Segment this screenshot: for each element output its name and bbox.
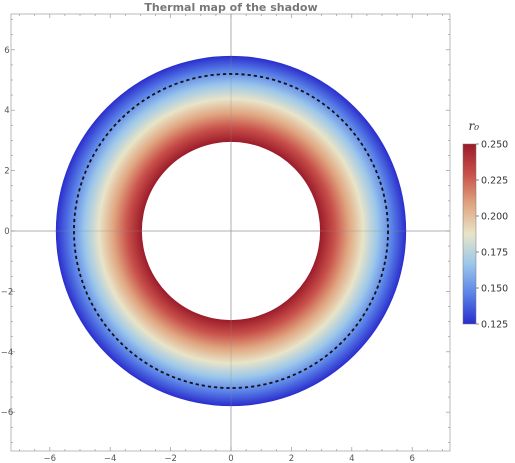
shadow-annulus bbox=[55, 55, 407, 407]
colorbar-tick-label: 0.250 bbox=[481, 140, 508, 151]
x-tick-label: −2 bbox=[164, 454, 177, 463]
y-tick-label: 2 bbox=[4, 167, 9, 177]
dashed-circle bbox=[73, 73, 389, 389]
x-tick-label: −6 bbox=[44, 454, 57, 463]
plot-frame bbox=[10, 13, 451, 452]
colorbar: r₀ 0.125 0.150 0.175 0.200 0.225 0.250 bbox=[462, 119, 508, 331]
colorbar-tick-label: 0.150 bbox=[481, 284, 508, 295]
y-tick-label: −6 bbox=[1, 408, 14, 418]
colorbar-title: r₀ bbox=[468, 119, 479, 133]
colorbar-tick-label: 0.200 bbox=[481, 212, 508, 223]
colorbar-bar bbox=[462, 143, 477, 325]
colorbar-tick-label: 0.125 bbox=[481, 320, 508, 331]
colorbar-tick-label: 0.225 bbox=[481, 176, 508, 187]
x-tick-label: 6 bbox=[409, 454, 414, 463]
x-tick-label: 2 bbox=[289, 454, 294, 463]
colorbar-tick-label: 0.175 bbox=[481, 248, 508, 259]
x-tick-label: 0 bbox=[228, 454, 233, 463]
plot-area bbox=[11, 14, 450, 451]
x-tick-label: −4 bbox=[104, 454, 117, 463]
chart-title: Thermal map of the shadow bbox=[144, 1, 317, 14]
y-tick-label: 4 bbox=[4, 106, 9, 116]
y-tick-label: 6 bbox=[4, 46, 9, 56]
y-tick-label: −2 bbox=[1, 287, 14, 297]
y-tick-label: 0 bbox=[4, 227, 9, 237]
x-tick-label: 4 bbox=[349, 454, 354, 463]
y-tick-label: −4 bbox=[1, 348, 14, 358]
